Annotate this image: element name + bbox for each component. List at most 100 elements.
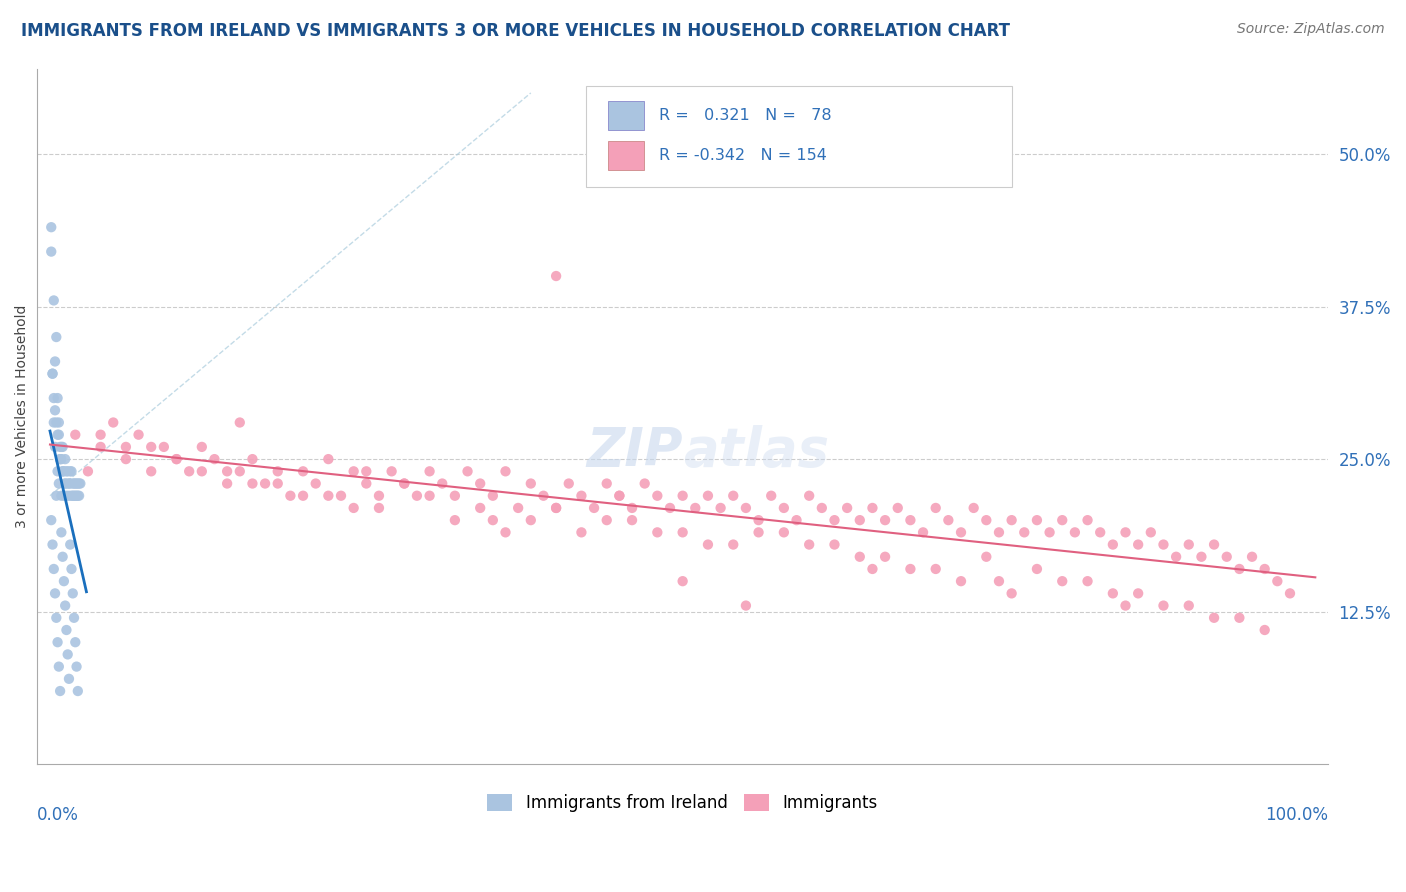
Point (419, 489, 441, 503)
Point (583, 500, 606, 515)
Point (343, 464, 366, 478)
Point (41, 367, 63, 381)
Point (875, 513, 897, 527)
Point (1128, 586, 1150, 600)
Point (596, 513, 619, 527)
Point (419, 464, 441, 478)
Point (672, 574, 695, 589)
Point (1064, 525, 1087, 540)
Point (1178, 537, 1201, 551)
Point (267, 464, 290, 478)
Point (950, 574, 973, 589)
Point (48, 476, 70, 491)
Point (65, 489, 87, 503)
Point (368, 489, 391, 503)
Point (1202, 611, 1225, 625)
Point (444, 489, 467, 503)
Point (710, 500, 733, 515)
FancyBboxPatch shape (586, 86, 1012, 186)
Point (837, 500, 859, 515)
Point (53, 452, 76, 467)
Point (67, 489, 90, 503)
Point (381, 464, 404, 478)
Point (647, 525, 669, 540)
Point (42, 293, 65, 308)
Point (773, 500, 796, 515)
Point (52, 440, 75, 454)
Point (1077, 574, 1099, 589)
Point (42, 416, 65, 430)
Point (1240, 549, 1263, 564)
Point (761, 489, 783, 503)
Point (59, 537, 82, 551)
Point (356, 476, 378, 491)
Legend: Immigrants from Ireland, Immigrants: Immigrants from Ireland, Immigrants (481, 787, 884, 819)
Point (62, 489, 84, 503)
Point (1227, 562, 1250, 576)
Point (546, 500, 568, 515)
Point (862, 562, 884, 576)
Point (65, 489, 87, 503)
Point (280, 489, 302, 503)
Point (41, 367, 63, 381)
Point (67, 476, 90, 491)
Point (1153, 537, 1175, 551)
Point (65, 476, 87, 491)
Point (558, 476, 581, 491)
Point (520, 476, 543, 491)
Point (49, 452, 72, 467)
Point (1014, 525, 1036, 540)
Point (1090, 525, 1112, 540)
Point (1189, 549, 1212, 564)
Point (1178, 599, 1201, 613)
Point (51, 440, 73, 454)
Point (63, 611, 86, 625)
Point (59, 464, 82, 478)
Point (735, 500, 758, 515)
Point (153, 440, 176, 454)
Point (546, 268, 568, 283)
Point (46, 635, 69, 649)
Point (1102, 537, 1125, 551)
Point (495, 525, 517, 540)
Point (887, 500, 910, 515)
Point (242, 476, 264, 491)
Point (533, 489, 555, 503)
Point (685, 500, 707, 515)
Point (318, 489, 340, 503)
Point (56, 464, 79, 478)
Point (609, 489, 631, 503)
Point (1253, 623, 1275, 637)
Point (58, 489, 80, 503)
Point (53, 476, 76, 491)
Point (1115, 599, 1137, 613)
Point (191, 440, 214, 454)
Point (1102, 586, 1125, 600)
Point (44, 354, 66, 368)
Point (609, 489, 631, 503)
Point (305, 476, 328, 491)
Point (508, 500, 530, 515)
Point (546, 500, 568, 515)
Point (179, 464, 201, 478)
Point (432, 476, 454, 491)
Point (63, 489, 86, 503)
Text: R = -0.342   N = 154: R = -0.342 N = 154 (659, 148, 827, 163)
Point (217, 476, 239, 491)
Point (470, 476, 492, 491)
Point (1001, 586, 1024, 600)
Point (748, 513, 770, 527)
Text: Source: ZipAtlas.com: Source: ZipAtlas.com (1237, 22, 1385, 37)
Point (659, 500, 682, 515)
Point (66, 476, 89, 491)
Text: ZIP: ZIP (586, 425, 683, 477)
Point (42, 391, 65, 405)
Point (925, 500, 948, 515)
Point (849, 513, 872, 527)
Point (723, 489, 745, 503)
Point (292, 464, 315, 478)
Point (482, 489, 505, 503)
Point (748, 525, 770, 540)
Point (786, 513, 808, 527)
Point (60, 464, 83, 478)
